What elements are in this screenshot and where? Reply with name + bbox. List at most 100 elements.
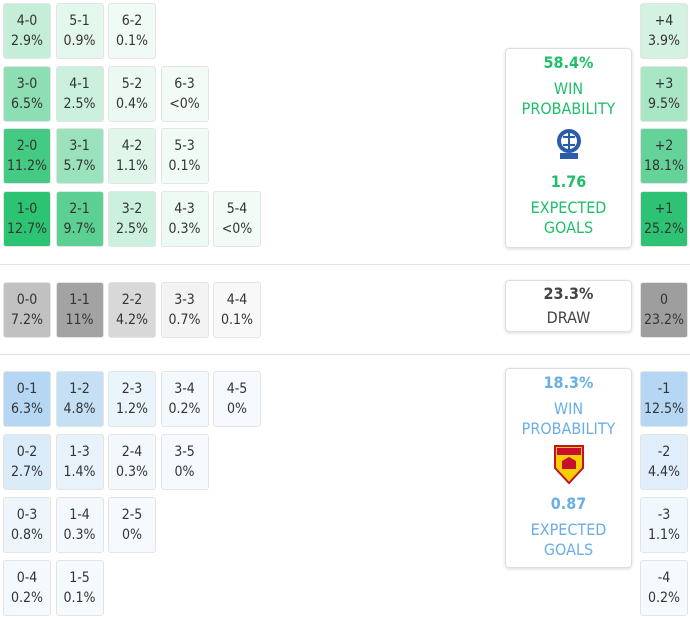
score-cell-prob: 1.4% <box>63 464 96 480</box>
score-cell-prob: 7.2% <box>11 312 43 328</box>
home-summary: 58.4% WIN PROBABILITY 1.76 EXPECTED GOAL… <box>505 48 632 248</box>
score-cell-prob: 0.1% <box>63 590 96 606</box>
margin-cell: +3 9.5% <box>640 66 688 122</box>
score-cell: 1-4 0.3% <box>55 497 104 553</box>
score-cell-prob: 9.7% <box>63 221 96 237</box>
score-cell-prob: 0.1% <box>221 312 253 328</box>
score-cell-label: 0-4 <box>16 570 38 586</box>
score-cell-prob: 1.1% <box>116 158 148 174</box>
score-cell-prob: 0.3% <box>116 464 148 480</box>
score-cell: 0-4 0.2% <box>3 560 51 616</box>
margin-cell-prob: 23.2% <box>643 312 684 328</box>
score-cell-label: 2-5 <box>121 507 143 523</box>
score-cell-label: 6-3 <box>174 76 195 92</box>
score-cell-prob: 0.9% <box>63 33 96 49</box>
margin-cell-label: -4 <box>657 570 671 586</box>
score-cell-prob: 5.7% <box>63 158 96 174</box>
score-cell-prob: 0% <box>174 464 195 480</box>
score-cell-label: 4-2 <box>121 138 143 154</box>
score-cell-prob: 4.2% <box>116 312 148 328</box>
margin-cell-label: +1 <box>654 201 674 217</box>
score-cell-label: 0-0 <box>16 292 38 308</box>
score-cell-prob: 0.8% <box>11 527 43 543</box>
draw-label: DRAW <box>546 308 591 327</box>
score-cell-label: 1-4 <box>69 507 90 523</box>
away-win-pct: 18.3% <box>543 373 594 392</box>
score-cell-prob: 0.1% <box>116 33 148 49</box>
home-xg-label: EXPECTED GOALS <box>530 198 607 237</box>
score-cell: 3-3 0.7% <box>160 282 209 338</box>
score-cell-label: 3-1 <box>69 138 90 154</box>
score-cell-label: 0-3 <box>16 507 38 523</box>
score-cell-prob: 12.7% <box>6 221 47 237</box>
score-cell-prob: 2.5% <box>63 96 96 112</box>
score-cell: 5-1 0.9% <box>55 3 104 59</box>
score-cell: 3-2 2.5% <box>108 191 156 247</box>
score-cell-prob: 0.4% <box>116 96 148 112</box>
score-cell-label: 3-4 <box>174 381 195 397</box>
score-cell: 3-5 0% <box>160 434 209 490</box>
score-cell-prob: 6.5% <box>11 96 43 112</box>
away-crest <box>553 445 584 485</box>
score-cell-label: 5-4 <box>226 201 248 217</box>
margin-cell-label: +3 <box>654 76 674 92</box>
score-cell-label: 3-2 <box>121 201 143 217</box>
score-cell-label: 3-0 <box>16 76 38 92</box>
score-cell: 1-3 1.4% <box>55 434 104 490</box>
score-cell: 4-1 2.5% <box>55 66 104 122</box>
score-cell: 1-2 4.8% <box>55 371 104 427</box>
score-cell-label: 1-1 <box>69 292 90 308</box>
score-cell: 1-0 12.7% <box>3 191 51 247</box>
margin-cell: -4 0.2% <box>640 560 688 616</box>
score-cell-label: 2-0 <box>16 138 38 154</box>
score-cell-label: 2-1 <box>69 201 90 217</box>
score-cell-label: 2-2 <box>121 292 143 308</box>
score-cell-label: 4-3 <box>174 201 195 217</box>
score-cell-prob: 0.3% <box>168 221 201 237</box>
margin-cell-prob: 25.2% <box>643 221 684 237</box>
score-cell-label: 1-2 <box>69 381 90 397</box>
margin-cell: 0 23.2% <box>640 282 688 338</box>
score-cell: 0-2 2.7% <box>3 434 51 490</box>
score-cell: 2-0 11.2% <box>3 128 51 184</box>
score-cell-label: 3-5 <box>174 444 195 460</box>
score-cell: 6-2 0.1% <box>108 3 156 59</box>
score-cell: 0-3 0.8% <box>3 497 51 553</box>
score-cell-label: 0-2 <box>16 444 38 460</box>
score-cell-prob: 1.2% <box>116 401 148 417</box>
score-cell-prob: 0.7% <box>168 312 201 328</box>
margin-cell-label: -2 <box>657 444 671 460</box>
score-cell-label: 4-1 <box>69 76 90 92</box>
score-cell: 5-2 0.4% <box>108 66 156 122</box>
score-cell-label: 0-1 <box>16 381 38 397</box>
score-cell: 5-4 <0% <box>213 191 261 247</box>
score-cell-prob: 11.2% <box>6 158 47 174</box>
score-cell: 2-4 0.3% <box>108 434 156 490</box>
score-cell: 5-3 0.1% <box>160 128 209 184</box>
divider <box>0 354 690 355</box>
draw-summary: 23.3% DRAW <box>505 280 632 332</box>
margin-cell-prob: 1.1% <box>648 527 680 543</box>
margin-cell: +1 25.2% <box>640 191 688 247</box>
score-cell: 4-4 0.1% <box>213 282 261 338</box>
home-win-pct: 58.4% <box>543 53 594 72</box>
margin-cell-prob: 9.5% <box>648 96 680 112</box>
margin-cell: +4 3.9% <box>640 3 688 59</box>
score-cell-prob: <0% <box>221 221 253 237</box>
score-cell-prob: 2.7% <box>11 464 43 480</box>
margin-cell-label: -1 <box>657 381 671 397</box>
score-cell-prob: 2.5% <box>116 221 148 237</box>
divider <box>0 264 690 265</box>
score-cell: 3-4 0.2% <box>160 371 209 427</box>
score-cell-label: 2-4 <box>121 444 143 460</box>
away-summary: 18.3% WIN PROBABILITY 0.87 EXPECTED GOAL… <box>505 368 632 568</box>
margin-cell-prob: 3.9% <box>648 33 680 49</box>
score-cell: 4-5 0% <box>213 371 261 427</box>
score-cell: 4-0 2.9% <box>3 3 51 59</box>
score-cell-label: 2-3 <box>121 381 143 397</box>
score-cell-label: 6-2 <box>121 13 143 29</box>
away-win-label: WIN PROBABILITY <box>521 399 616 438</box>
score-cell-label: 1-0 <box>16 201 38 217</box>
score-cell: 1-1 11% <box>55 282 104 338</box>
